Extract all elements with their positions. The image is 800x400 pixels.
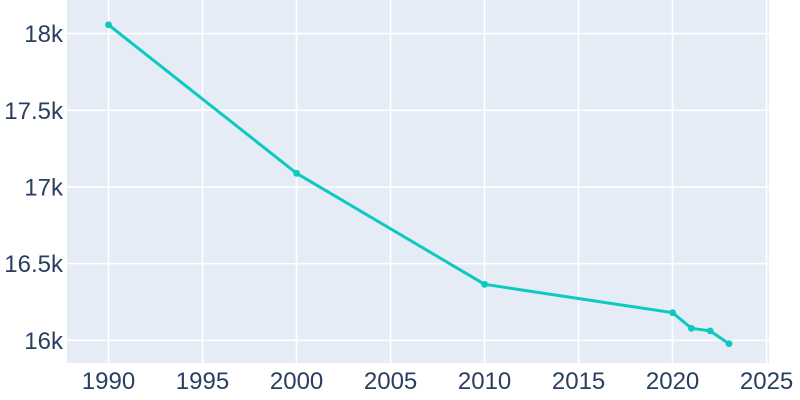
- data-point[interactable]: [105, 21, 112, 29]
- x-tick-label: 2025: [740, 368, 793, 395]
- data-point[interactable]: [706, 327, 714, 335]
- data-point[interactable]: [481, 280, 488, 288]
- x-tick-label: 1990: [82, 368, 135, 395]
- y-tick-label: 17k: [24, 174, 64, 201]
- y-tick-label: 16k: [24, 328, 64, 355]
- data-point[interactable]: [293, 169, 300, 177]
- x-tick-label: 1995: [176, 368, 229, 395]
- x-tick-label: 2000: [270, 368, 323, 395]
- x-tick-label: 2010: [458, 368, 511, 395]
- plot-area: [67, 0, 769, 363]
- x-tick-label: 2020: [646, 368, 699, 395]
- data-point[interactable]: [688, 324, 695, 332]
- y-tick-label: 17.5k: [4, 98, 64, 125]
- data-point[interactable]: [725, 340, 733, 348]
- y-tick-label: 18k: [24, 21, 64, 48]
- x-tick-label: 2005: [364, 368, 417, 395]
- data-point[interactable]: [669, 309, 676, 317]
- y-tick-label: 16.5k: [4, 251, 64, 278]
- x-tick-label: 2015: [552, 368, 605, 395]
